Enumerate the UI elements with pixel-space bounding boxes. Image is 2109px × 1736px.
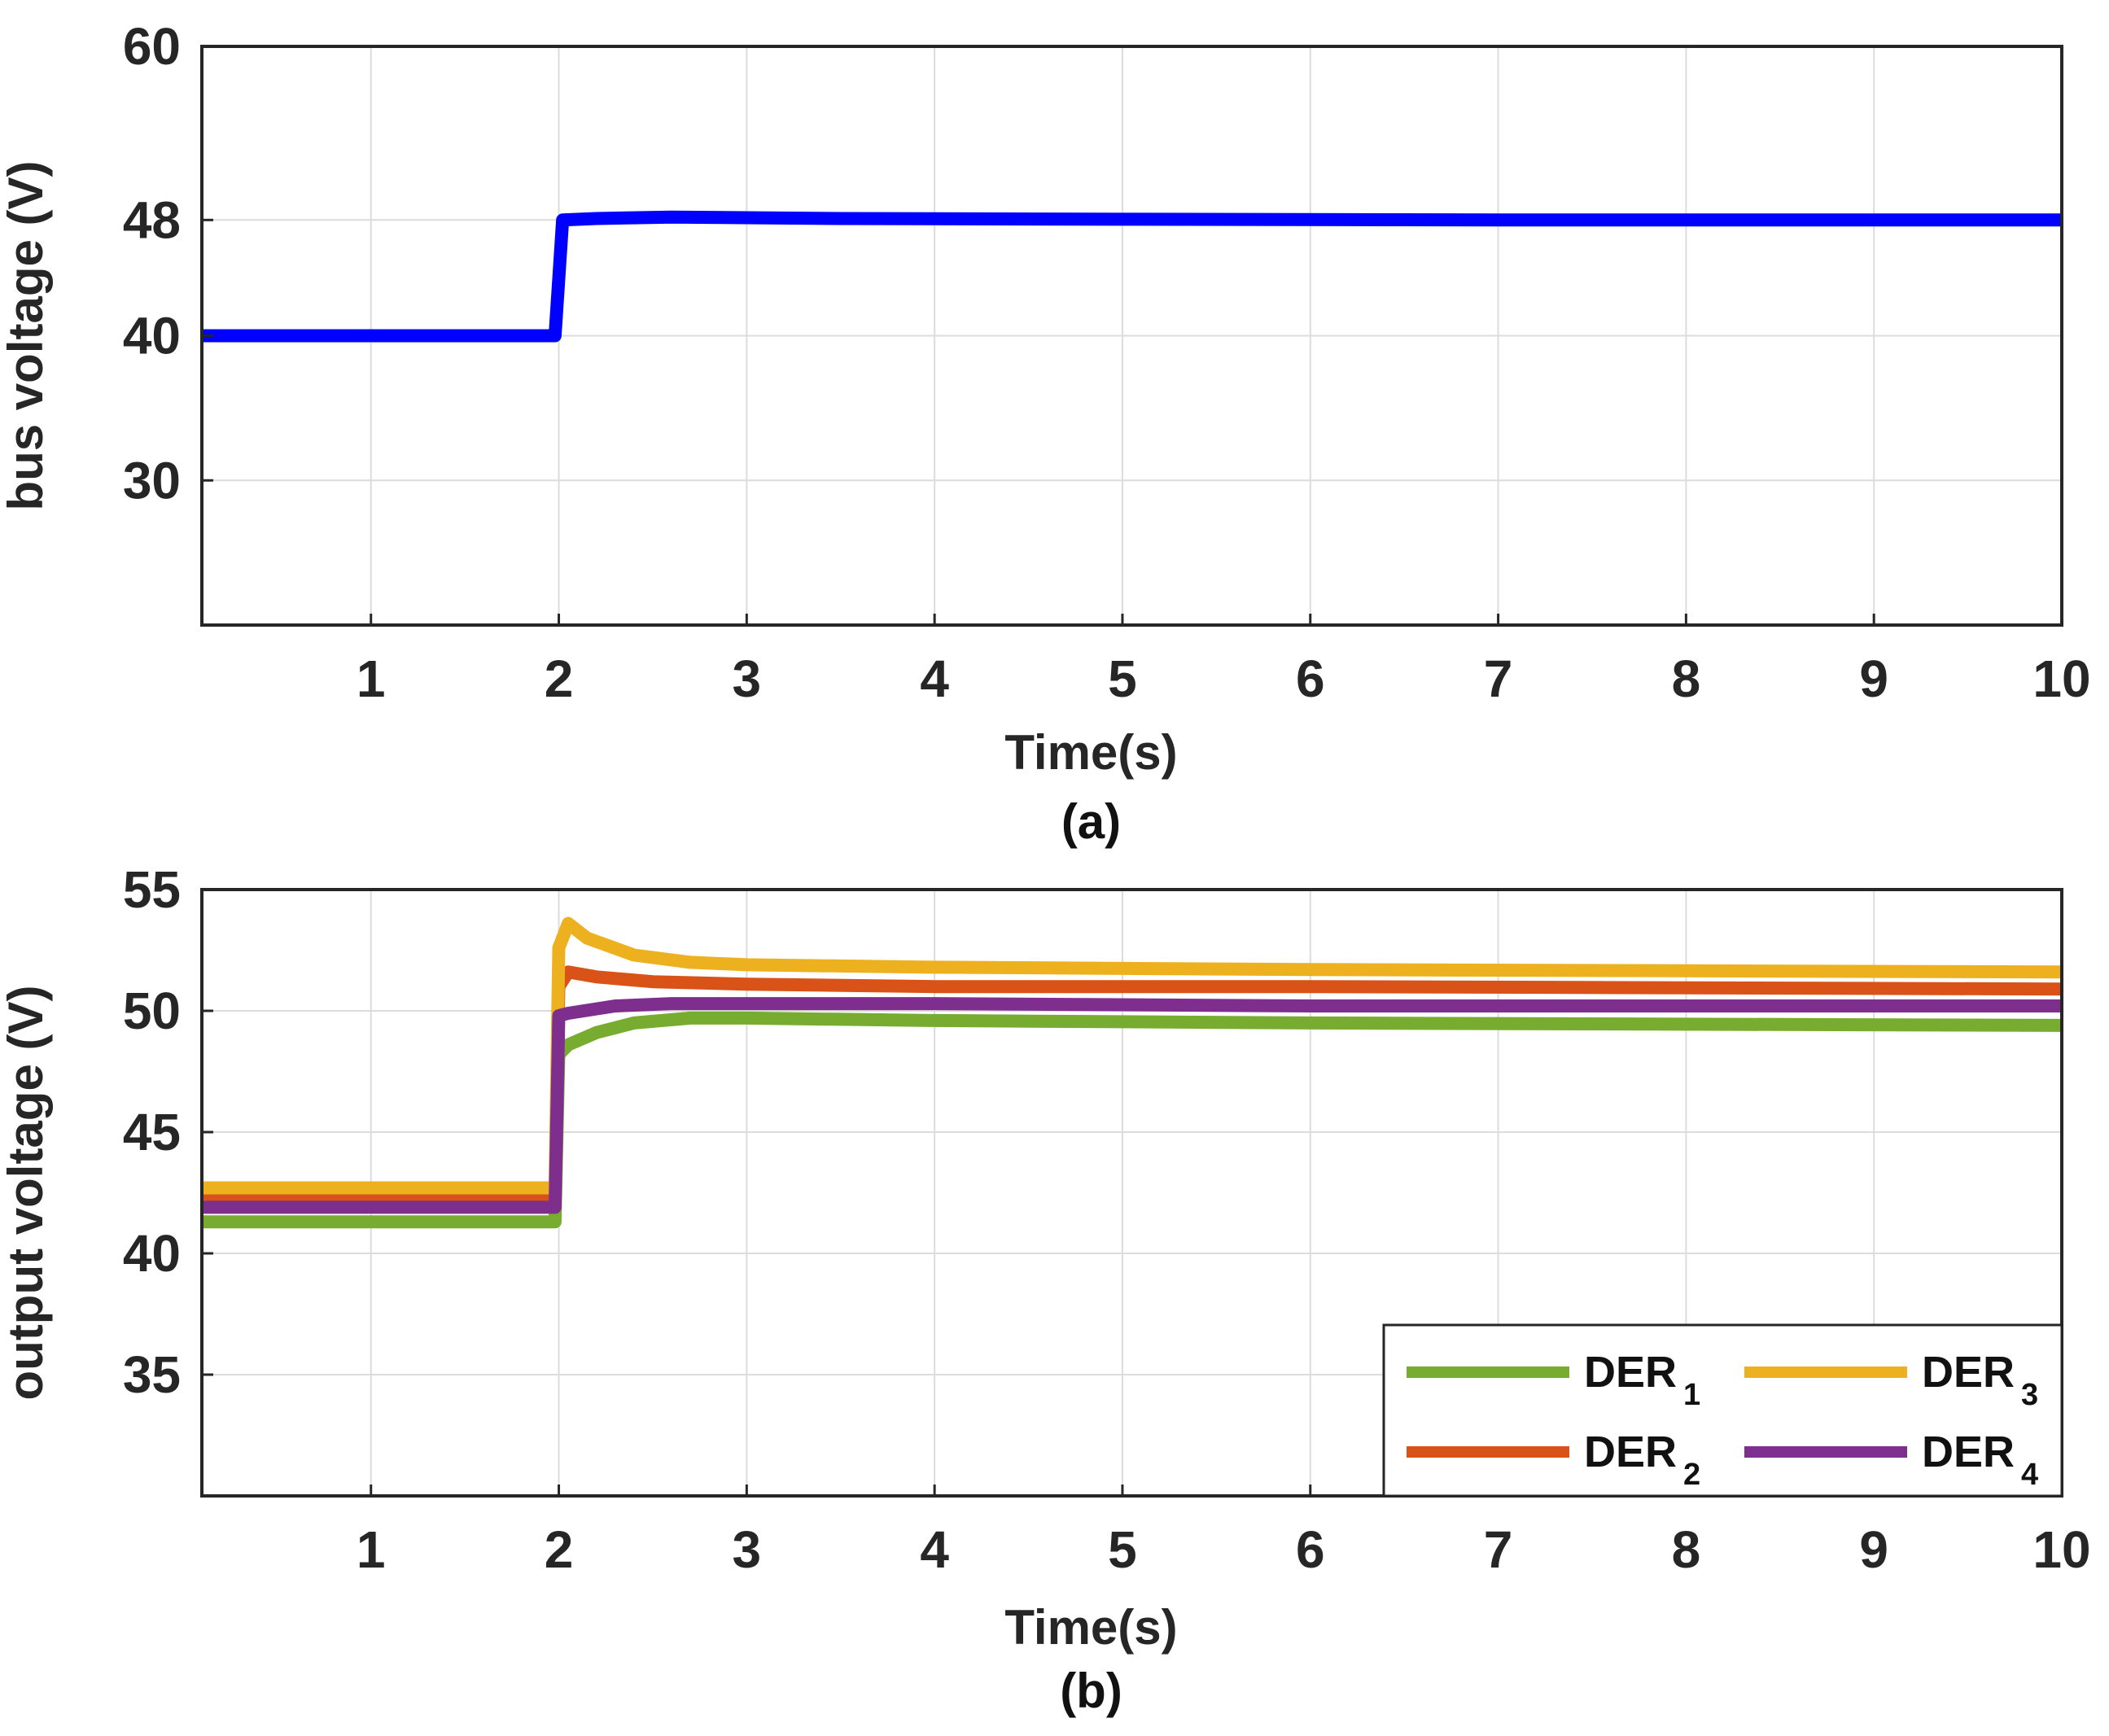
x-tick-label: 10: [2032, 1520, 2090, 1579]
legend-item-der1: DER 1: [1407, 1348, 1700, 1412]
legend-subscript: 1: [1683, 1378, 1700, 1412]
legend-label: DER: [1922, 1348, 2015, 1397]
y-tick-label: 35: [123, 1345, 181, 1404]
panel-b-y-axis-label: output voltage (V): [0, 986, 53, 1401]
panel-a-ticks: 1 2 3 4 5 6 7 8 9 10 30 40 48 60: [123, 17, 2091, 708]
x-tick-label: 3: [733, 649, 762, 708]
legend-subscript: 3: [2021, 1378, 2038, 1412]
x-tick-label: 7: [1484, 649, 1513, 708]
x-tick-label: 3: [733, 1520, 762, 1579]
y-tick-label: 48: [123, 190, 181, 249]
x-tick-label: 9: [1859, 649, 1888, 708]
y-tick-label: 60: [123, 17, 181, 76]
panel-a-series: [202, 210, 2062, 343]
legend-label: DER: [1584, 1428, 1677, 1476]
legend-box: [1382, 1323, 2063, 1498]
x-tick-label: 7: [1484, 1520, 1513, 1579]
y-tick-label: 55: [123, 860, 181, 919]
panel-a-x-axis-label: Time(s): [1004, 725, 1177, 780]
legend-subscript: 2: [1683, 1458, 1700, 1492]
y-tick-label: 40: [123, 307, 181, 365]
x-tick-label: 1: [357, 649, 386, 708]
legend-item-der3: DER 3: [1744, 1348, 2038, 1412]
legend-item-der4: DER 4: [1744, 1428, 2038, 1492]
legend-label: DER: [1584, 1348, 1677, 1397]
x-tick-label: 8: [1672, 1520, 1701, 1579]
y-tick-label: 30: [123, 451, 181, 509]
x-tick-label: 6: [1296, 649, 1325, 708]
x-tick-label: 10: [2032, 649, 2090, 708]
series-line-bus-voltage: [202, 210, 2062, 343]
x-tick-label: 9: [1859, 1520, 1888, 1579]
panel-b-series: [202, 916, 2063, 1229]
x-tick-label: 8: [1672, 649, 1701, 708]
panel-b-x-axis-label: Time(s): [1004, 1600, 1177, 1655]
x-tick-label: 4: [920, 1520, 949, 1579]
panel-a-y-axis-label: bus voltage (V): [0, 160, 53, 510]
series-line-der4: [202, 997, 2062, 1214]
series-line-der3: [202, 916, 2063, 1195]
x-tick-label: 2: [545, 649, 574, 708]
x-tick-label: 4: [920, 649, 949, 708]
panel-b-frame: [200, 888, 2063, 1498]
legend-label: DER: [1922, 1428, 2015, 1476]
x-tick-label: 5: [1108, 1520, 1137, 1579]
legend-subscript: 4: [2021, 1458, 2038, 1492]
legend-item-der2: DER 2: [1407, 1428, 1700, 1492]
x-tick-label: 6: [1296, 1520, 1325, 1579]
panel-a: 1 2 3 4 5 6 7 8 9 10 30 40 48 60 Time(s) bus voltage …: [0, 17, 2091, 849]
x-tick-label: 5: [1108, 649, 1137, 708]
y-tick-label: 45: [123, 1103, 181, 1161]
x-tick-label: 1: [357, 1520, 386, 1579]
x-tick-label: 2: [545, 1520, 574, 1579]
y-tick-label: 40: [123, 1224, 181, 1283]
panel-a-caption: (a): [1061, 794, 1121, 849]
y-tick-label: 50: [123, 982, 181, 1040]
panel-b-caption: (b): [1060, 1664, 1122, 1718]
